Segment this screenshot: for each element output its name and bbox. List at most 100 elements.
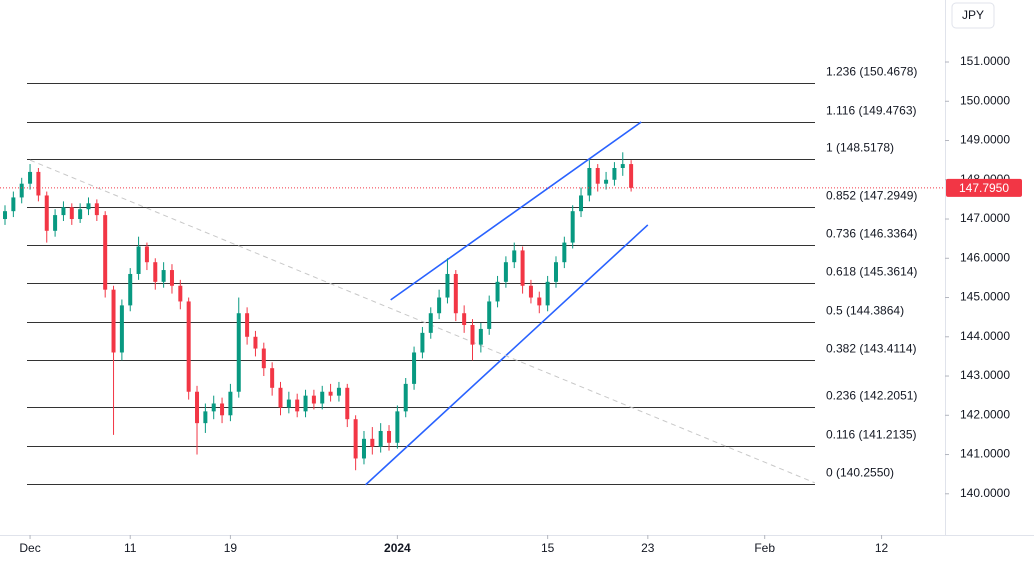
- candle-body: [537, 297, 542, 306]
- candle-body: [270, 368, 275, 388]
- candle-body: [153, 262, 158, 282]
- candle-body: [161, 270, 166, 282]
- fib-level-label: 0.236 (142.2051): [826, 389, 917, 403]
- candle-body: [128, 273, 133, 306]
- fib-level-label: 1 (148.5178): [826, 141, 894, 155]
- candle-body: [178, 285, 183, 302]
- candle-body: [353, 419, 358, 459]
- candle-body: [570, 211, 575, 243]
- candle-body: [453, 273, 458, 314]
- fib-level-label: 0.116 (141.2135): [826, 428, 917, 442]
- candle-body: [186, 301, 191, 392]
- candle-body: [11, 197, 16, 212]
- candle-body: [428, 313, 433, 333]
- candle-body: [245, 313, 250, 337]
- y-tick-label: 151.0000: [960, 54, 1010, 68]
- candle-body: [169, 270, 174, 286]
- candle-body: [336, 387, 341, 396]
- candle-body: [3, 211, 8, 220]
- candle-body: [378, 430, 383, 447]
- y-tick-label: 147.0000: [960, 211, 1010, 225]
- candle-body: [495, 281, 500, 302]
- candle-body: [620, 164, 625, 168]
- x-tick-label: 23: [641, 541, 655, 555]
- last-price-label: 147.7950: [959, 181, 1009, 195]
- y-tick-label: 145.0000: [960, 290, 1010, 304]
- candle-body: [36, 171, 41, 196]
- candle-body: [612, 167, 617, 180]
- x-tick-label: Feb: [754, 541, 775, 555]
- candle-body: [579, 195, 584, 212]
- currency-label[interactable]: JPY: [962, 8, 984, 22]
- x-tick-label: Dec: [19, 541, 40, 555]
- fib-level-label: 0.852 (147.2949): [826, 189, 917, 203]
- candle-body: [111, 289, 116, 353]
- candle-body: [520, 250, 525, 286]
- candle-body: [595, 167, 600, 184]
- candle-body: [253, 336, 258, 349]
- y-tick-label: 142.0000: [960, 407, 1010, 421]
- candle-body: [220, 403, 225, 416]
- candle-body: [604, 179, 609, 184]
- candle-body: [437, 297, 442, 314]
- candle-body: [487, 301, 492, 329]
- y-tick-label: 150.0000: [960, 93, 1010, 107]
- trendline: [29, 159, 815, 484]
- candle-body: [403, 383, 408, 412]
- y-tick-label: 146.0000: [960, 250, 1010, 264]
- fib-level-label: 0 (140.2550): [826, 466, 894, 480]
- candle-body: [144, 246, 149, 263]
- fib-level-label: 0.5 (144.3864): [826, 304, 904, 318]
- candle-body: [236, 313, 241, 392]
- currency-box[interactable]: [951, 2, 995, 29]
- candle-body: [545, 281, 550, 306]
- candle-body: [211, 403, 216, 412]
- candle-body: [320, 391, 325, 404]
- y-tick-label: 143.0000: [960, 368, 1010, 382]
- candle-body: [86, 203, 91, 210]
- candle-body: [328, 391, 333, 396]
- candle-body: [503, 262, 508, 282]
- x-tick-label: 12: [875, 541, 889, 555]
- y-tick-label: 140.0000: [960, 486, 1010, 500]
- candle-body: [562, 242, 567, 263]
- candle-body: [28, 171, 33, 184]
- candle-body: [103, 215, 108, 290]
- candle-body: [136, 246, 141, 274]
- candle-body: [195, 391, 200, 424]
- candle-body: [412, 352, 417, 384]
- candle-body: [278, 387, 283, 408]
- candle-body: [203, 411, 208, 424]
- candle-body: [395, 411, 400, 443]
- candle-body: [19, 183, 24, 198]
- candle-body: [387, 430, 392, 443]
- candle-body: [303, 395, 308, 412]
- fib-level-label: 0.382 (143.4114): [826, 342, 917, 356]
- trendline: [390, 121, 642, 301]
- candle-body: [119, 305, 124, 353]
- candle-body: [361, 438, 366, 459]
- x-tick-label: 19: [224, 541, 238, 555]
- y-tick-label: 141.0000: [960, 447, 1010, 461]
- candle-body: [261, 348, 266, 369]
- candle-body: [445, 273, 450, 298]
- candle-body: [69, 207, 74, 220]
- candle-body: [512, 250, 517, 263]
- x-tick-label: 2024: [384, 541, 411, 555]
- candle-body: [528, 285, 533, 298]
- candle-body: [53, 215, 58, 231]
- fib-level-label: 1.116 (149.4763): [826, 104, 917, 118]
- trendline: [365, 224, 649, 486]
- y-tick-label: 149.0000: [960, 133, 1010, 147]
- candle-body: [44, 195, 49, 231]
- fib-level-label: 1.236 (150.4678): [826, 65, 917, 79]
- last-price-box: [946, 178, 1022, 197]
- x-tick-label: 15: [541, 541, 555, 555]
- candle-body: [470, 325, 475, 345]
- candle-body: [311, 395, 316, 404]
- candle-body: [629, 164, 634, 188]
- candle-body: [61, 207, 66, 216]
- candle-body: [420, 332, 425, 353]
- fib-level-label: 0.618 (145.3614): [826, 265, 917, 279]
- candle-body: [478, 328, 483, 345]
